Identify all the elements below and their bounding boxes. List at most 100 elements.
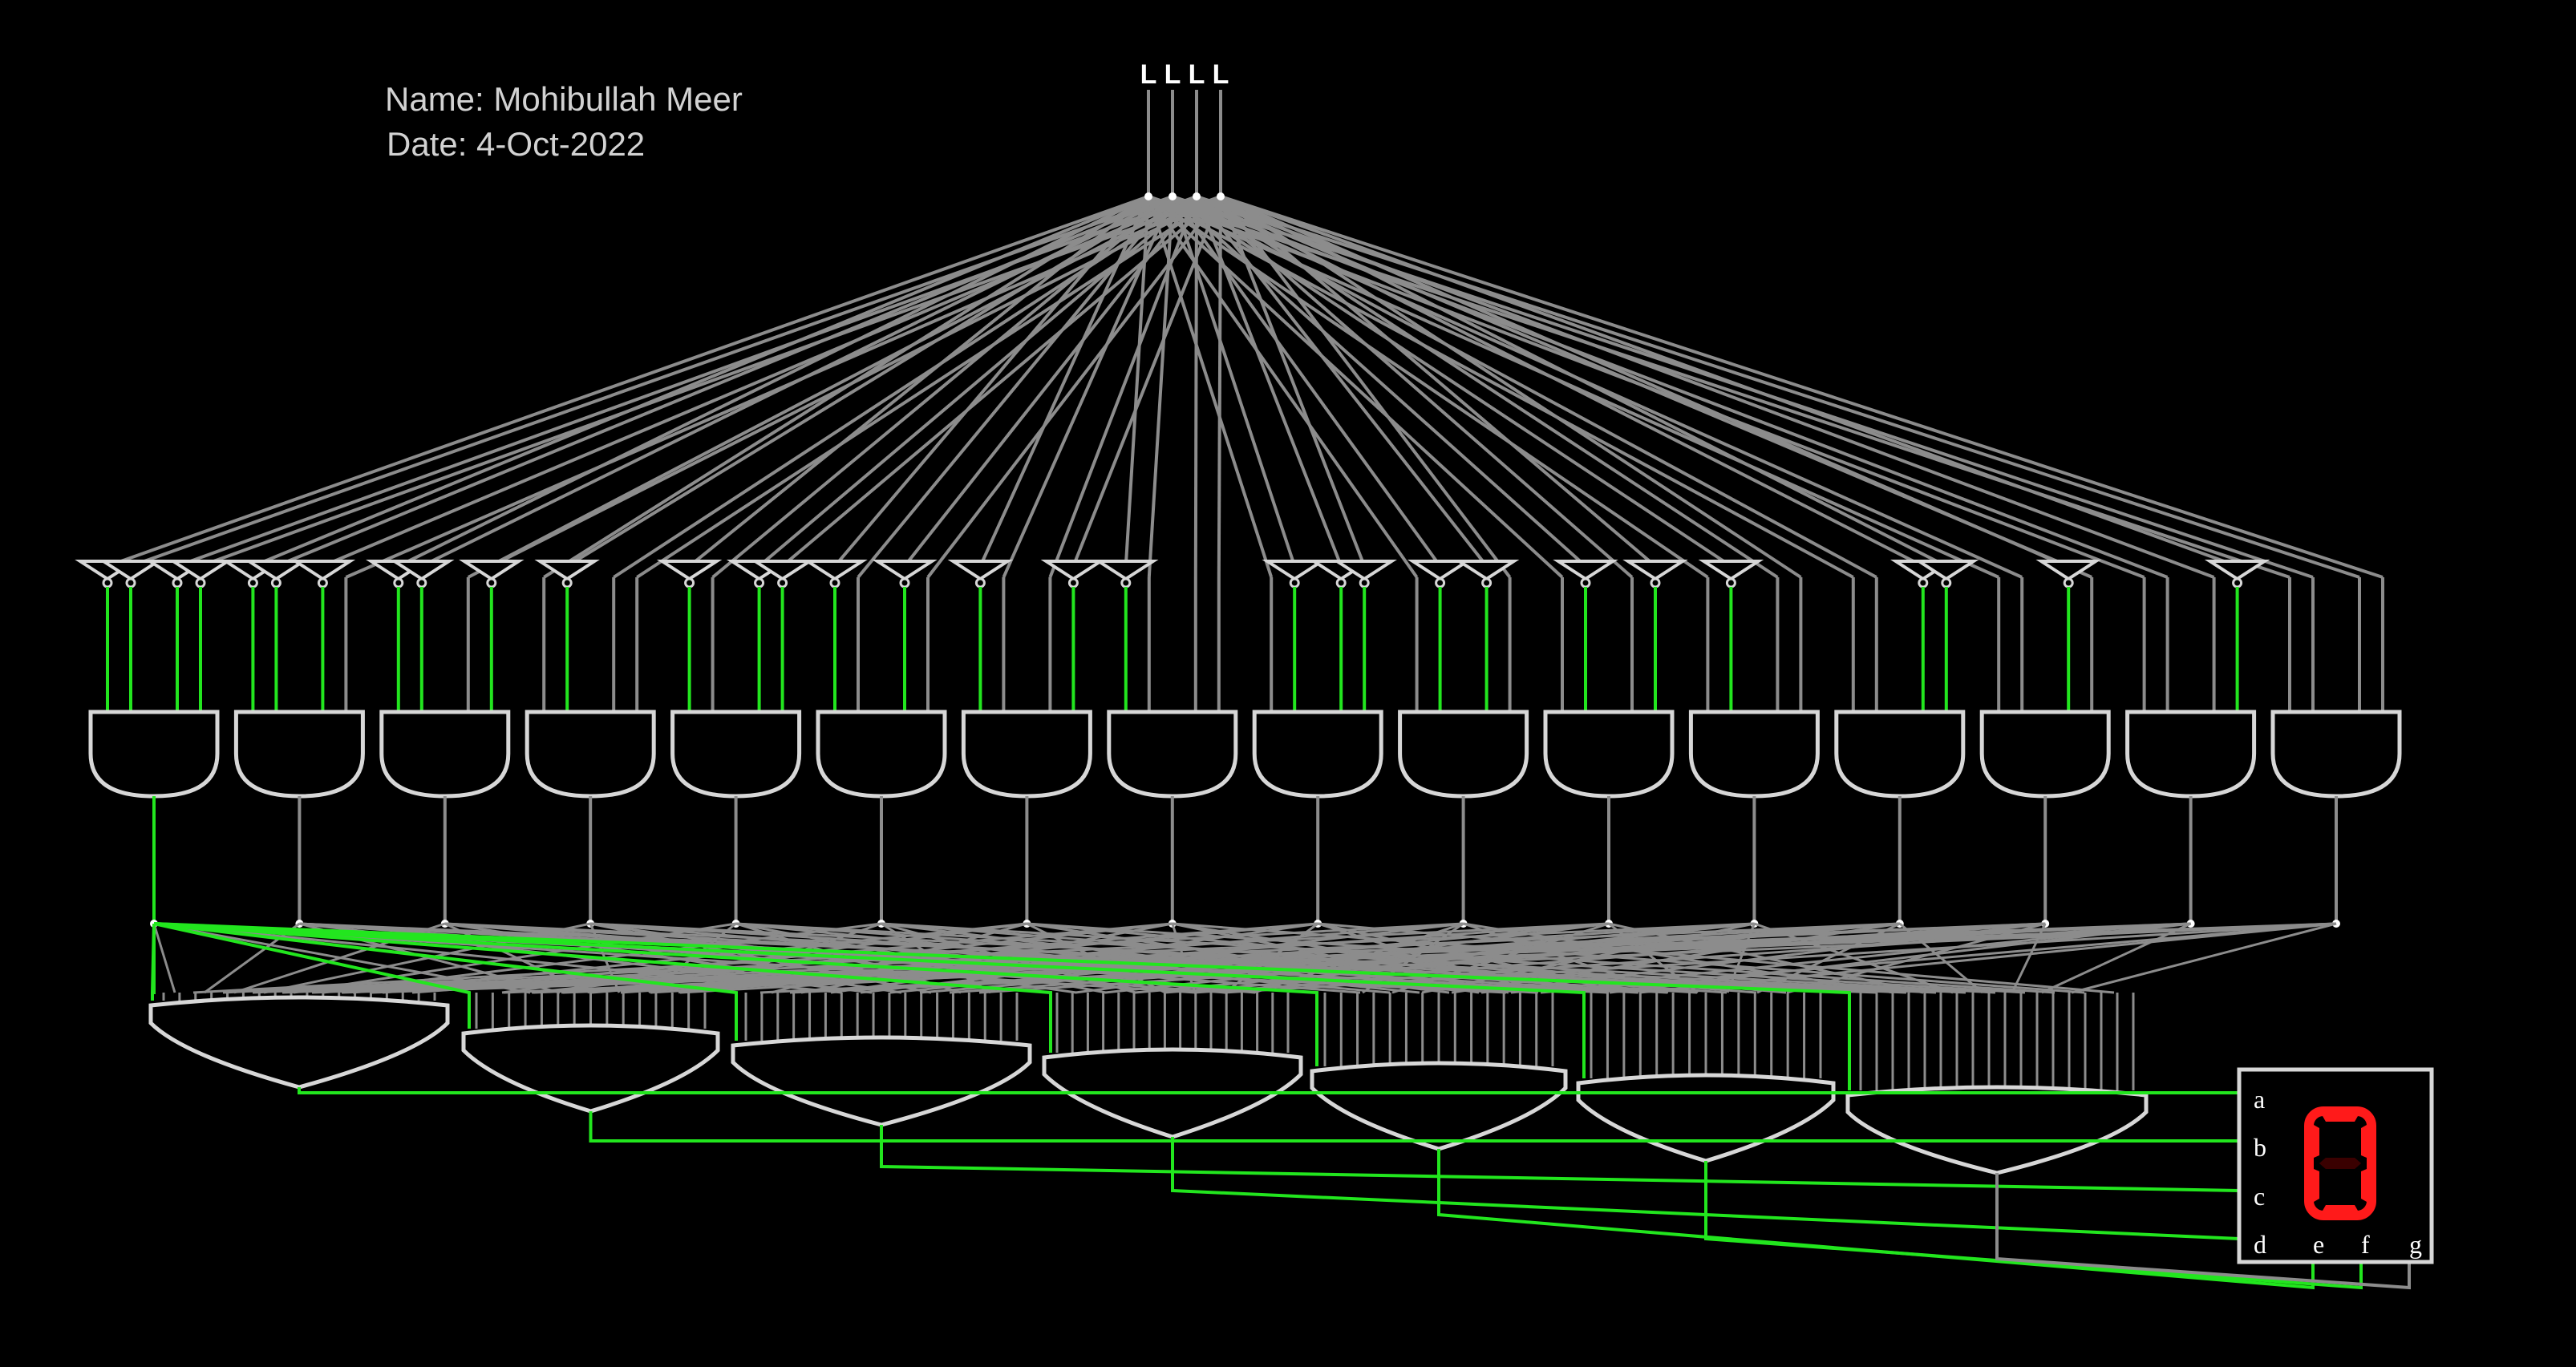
fanout-wire xyxy=(252,195,1149,568)
segment-wire-b xyxy=(589,1111,2239,1143)
fanout-wire xyxy=(1193,196,1198,578)
active-fanin-wire xyxy=(153,922,471,1029)
fanout-wire xyxy=(1148,195,1854,579)
not-gate xyxy=(290,560,356,581)
inverter-row xyxy=(75,560,2384,712)
fanout-wire xyxy=(1172,195,2314,579)
fanout-wire xyxy=(1219,195,1657,568)
fanout-wire xyxy=(467,195,1197,579)
or-fanin-wire xyxy=(2071,922,2337,994)
or-fanin-wire xyxy=(371,922,2337,994)
segment-wire-a xyxy=(298,1087,2239,1094)
not-gate xyxy=(749,560,816,581)
and-gate xyxy=(233,710,365,799)
or-fanin-wire xyxy=(562,922,2337,994)
not-bubble xyxy=(777,577,788,588)
segment-output-wires xyxy=(298,1087,2411,1290)
active-fanin-wire xyxy=(153,922,1318,1066)
fanout-wire xyxy=(1196,195,2215,579)
fanout-wire xyxy=(1220,195,2384,579)
not-bubble xyxy=(1359,577,1370,588)
not-gate xyxy=(1093,560,1159,581)
not-gate xyxy=(1553,560,1618,581)
not-bubble xyxy=(1335,577,1347,588)
and-gate xyxy=(961,710,1092,799)
fanout-wire xyxy=(1195,196,1343,567)
and-gate xyxy=(2125,710,2257,799)
not-bubble xyxy=(1580,577,1591,588)
or-fanin-wire xyxy=(1638,922,2337,994)
segment-wire-c xyxy=(880,1125,2240,1192)
not-bubble xyxy=(1435,577,1446,588)
and-gate xyxy=(379,710,511,799)
segment-label-f: f xyxy=(2361,1230,2370,1259)
and-gate xyxy=(1107,710,1238,799)
segment-label-d: d xyxy=(2254,1230,2266,1259)
not-bubble xyxy=(416,577,427,588)
active-fanin-wire xyxy=(153,922,1052,1053)
input-switch-label[interactable]: L xyxy=(1213,59,1229,90)
fanout-wire xyxy=(543,195,1150,579)
or-fanin-wire xyxy=(789,922,2337,994)
segment-label-e: e xyxy=(2313,1230,2324,1259)
not-gate xyxy=(243,560,310,581)
or-fanin-wire xyxy=(293,922,736,994)
not-gate xyxy=(872,560,938,581)
or-fanin-wire xyxy=(192,922,1464,994)
and-gate xyxy=(1252,710,1383,799)
fanout-wire xyxy=(1196,195,2360,579)
not-gate xyxy=(947,560,1014,581)
or-fanin-wire xyxy=(311,922,2046,994)
segment-g-off xyxy=(2319,1158,2361,1169)
not-bubble xyxy=(1481,577,1493,588)
not-bubble xyxy=(684,577,695,588)
not-gate xyxy=(1622,560,1688,581)
not-gate xyxy=(2035,560,2101,581)
segment-wire-d xyxy=(1171,1137,2240,1240)
segment-label-g: g xyxy=(2409,1230,2422,1259)
and-gate xyxy=(1834,710,1966,799)
fanout-wire xyxy=(176,195,1197,568)
not-bubble xyxy=(974,577,986,588)
not-bubble xyxy=(317,577,328,588)
or-fanin-wire xyxy=(281,922,1900,994)
input-node xyxy=(1169,192,1177,200)
active-fanin-wire xyxy=(153,922,738,1041)
or-input-wires xyxy=(151,922,2337,1090)
not-bubble xyxy=(125,577,136,588)
display-frame xyxy=(2237,1067,2434,1264)
not-bubble xyxy=(1650,577,1661,588)
not-bubble xyxy=(172,577,183,588)
input-switch-label[interactable]: L xyxy=(1189,59,1205,90)
input-switch-label[interactable]: L xyxy=(1164,59,1181,90)
not-bubble xyxy=(899,577,910,588)
and-gate xyxy=(816,710,947,799)
fanout-wire xyxy=(1148,195,2000,579)
and-gate xyxy=(1398,710,1529,799)
fanout-wire xyxy=(1195,195,1488,568)
fanout-wire xyxy=(107,195,1149,568)
and-gate xyxy=(88,710,220,799)
input-node xyxy=(1217,192,1225,200)
or-fanin-wire xyxy=(152,923,176,993)
fanout-wire xyxy=(1148,195,2290,579)
segment-label-c: c xyxy=(2254,1182,2265,1211)
or-gate xyxy=(1310,1061,1568,1151)
not-gate xyxy=(802,560,868,581)
not-bubble xyxy=(1725,577,1736,588)
segment-wire-e xyxy=(1437,1149,2315,1290)
not-bubble xyxy=(1918,577,1929,588)
active-fanin-wire xyxy=(153,922,1586,1078)
not-bubble xyxy=(2063,577,2074,588)
input-switch-label[interactable]: L xyxy=(1140,59,1157,90)
fanout-wire xyxy=(1147,196,1274,578)
fanout-wire xyxy=(420,195,1173,568)
not-gate xyxy=(168,560,233,581)
not-bubble xyxy=(2232,577,2243,588)
not-bubble xyxy=(393,577,404,588)
not-gate xyxy=(98,560,164,581)
fanout-wire xyxy=(636,195,1222,579)
